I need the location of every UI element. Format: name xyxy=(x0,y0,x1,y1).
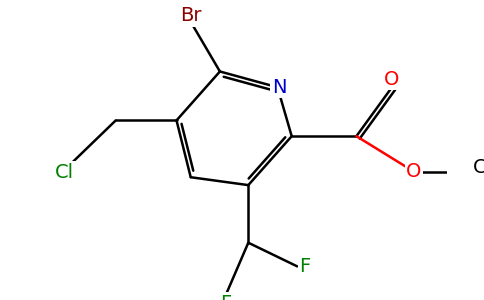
Text: O: O xyxy=(407,162,422,181)
Text: CH: CH xyxy=(473,158,484,177)
Text: F: F xyxy=(221,294,232,300)
Text: O: O xyxy=(384,70,400,89)
Text: Cl: Cl xyxy=(55,163,74,182)
Text: Br: Br xyxy=(180,6,201,25)
Text: F: F xyxy=(300,257,311,276)
Text: N: N xyxy=(272,78,287,97)
